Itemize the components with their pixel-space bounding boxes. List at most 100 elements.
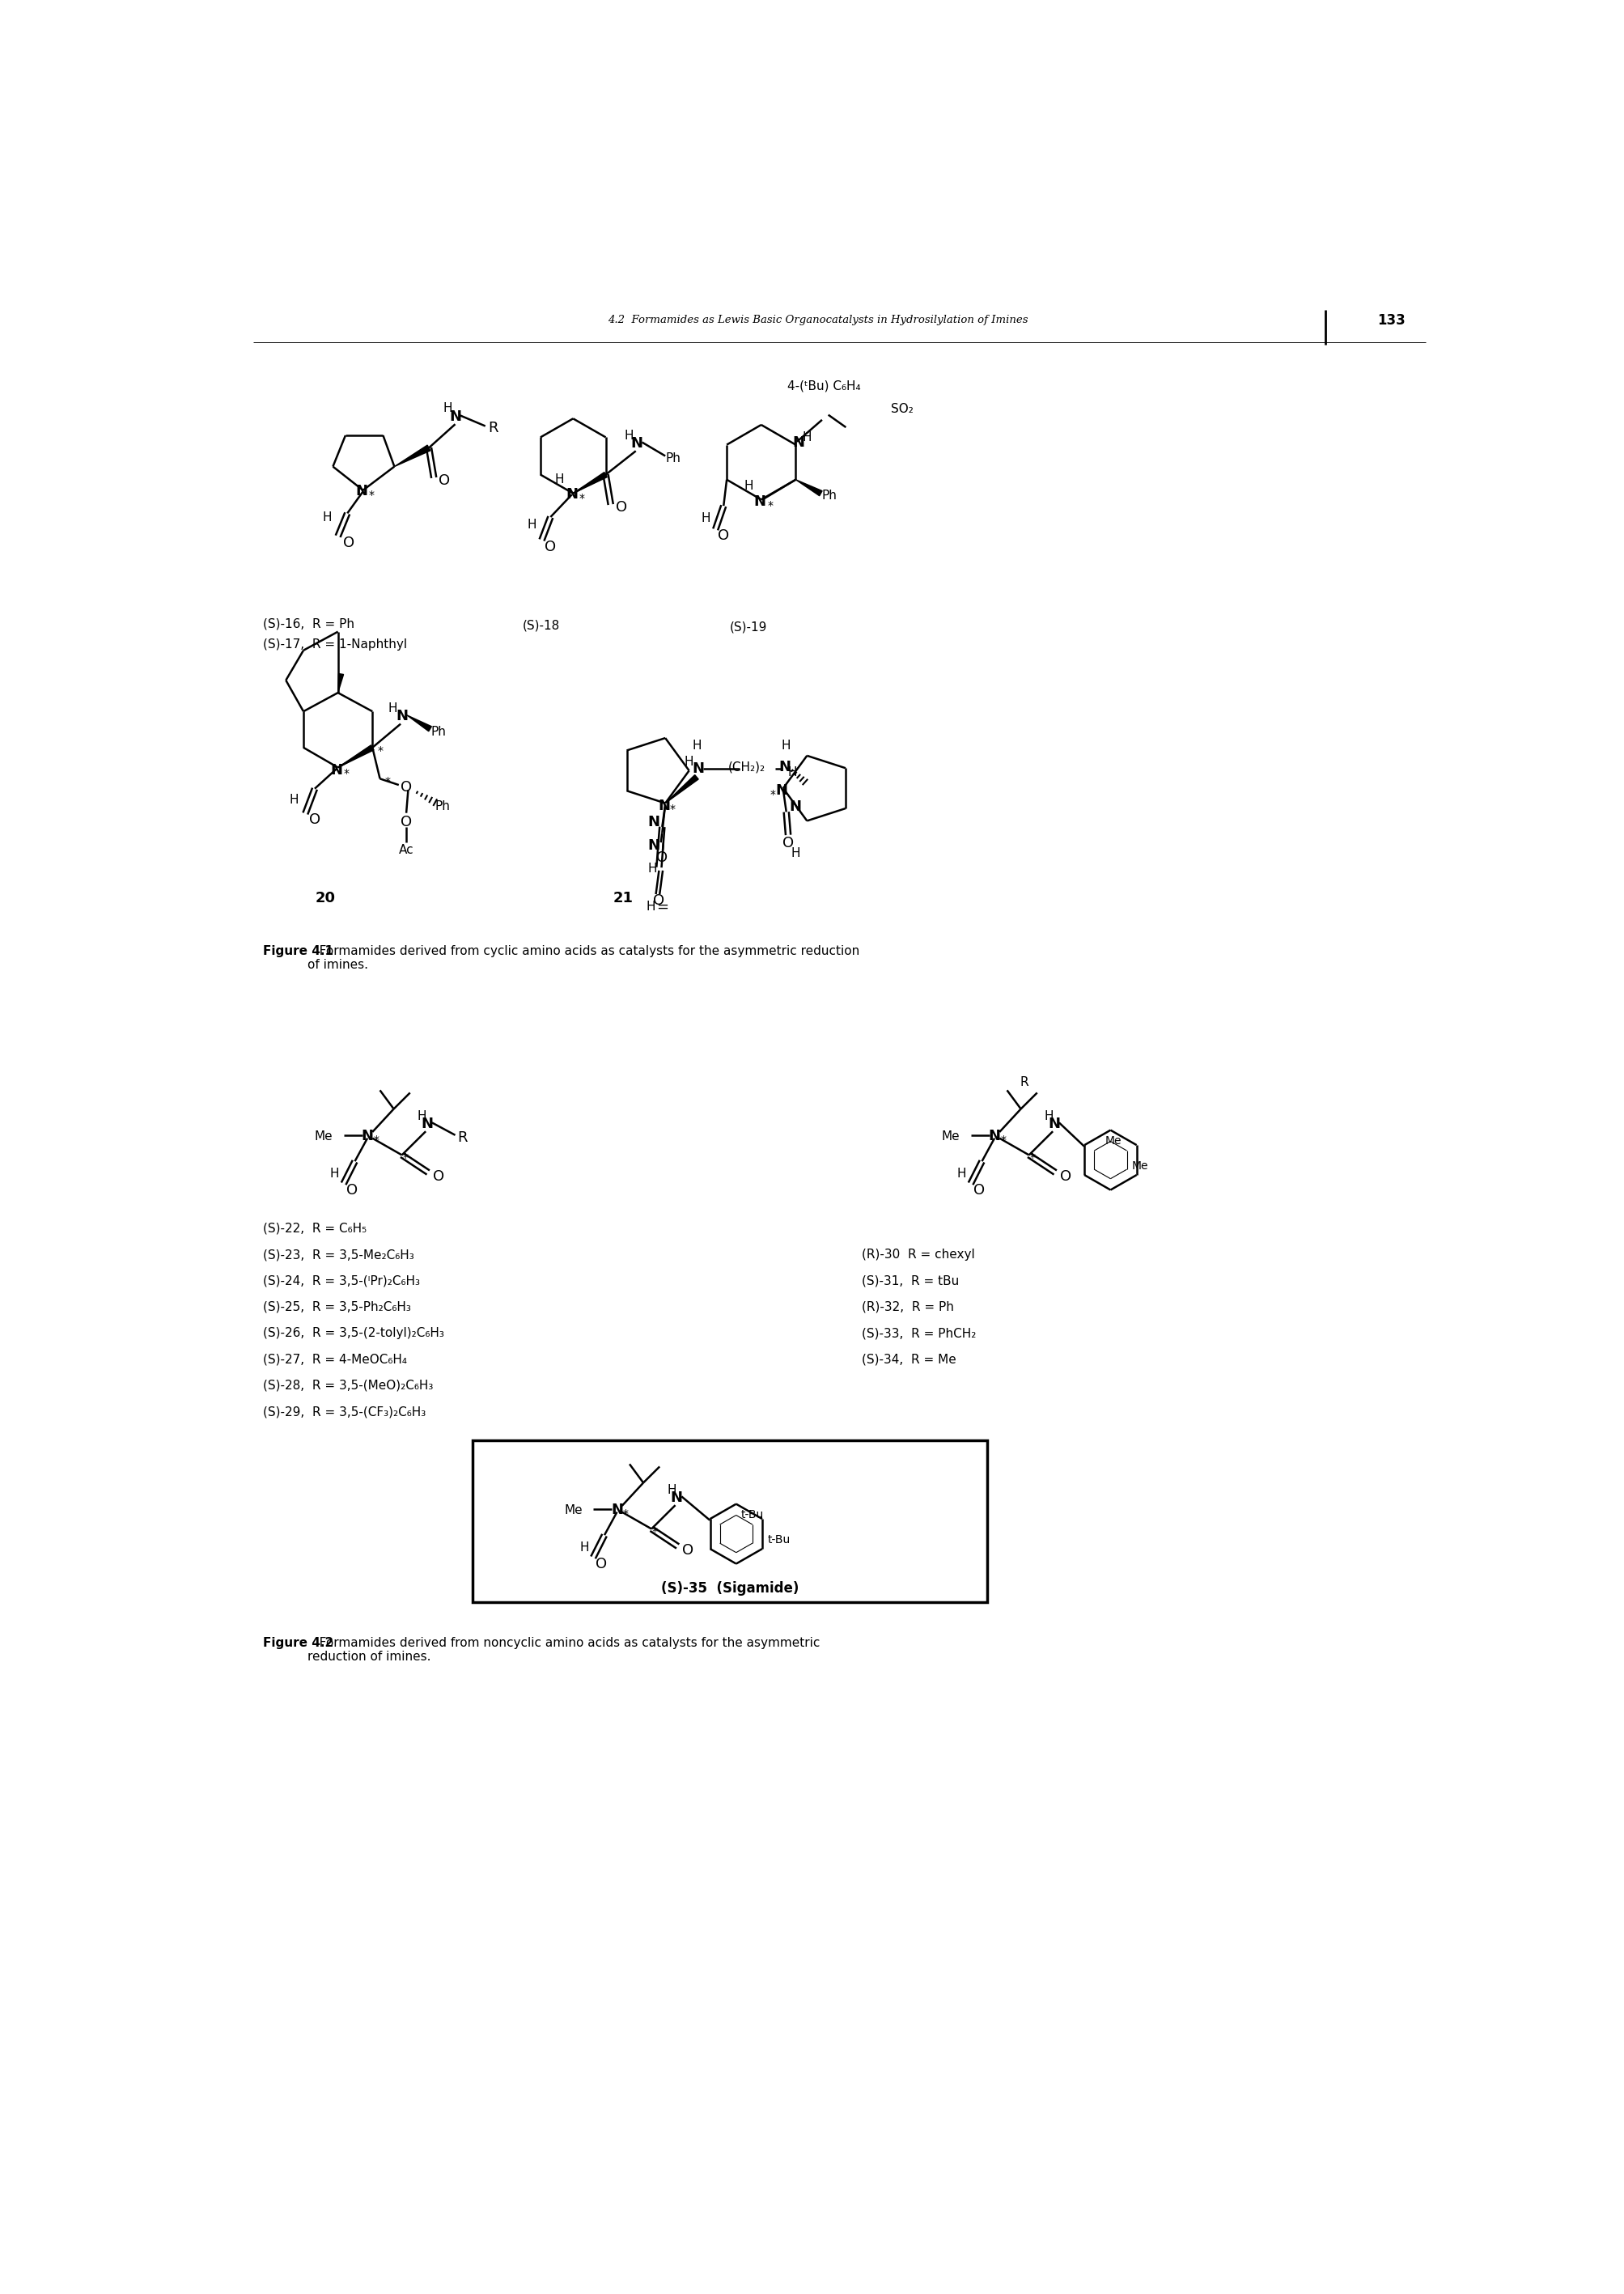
Text: 133: 133 bbox=[1377, 312, 1405, 328]
Text: O: O bbox=[401, 814, 412, 830]
Text: Me: Me bbox=[564, 1505, 583, 1516]
Text: O: O bbox=[309, 812, 320, 828]
Text: H: H bbox=[646, 902, 654, 913]
Text: O: O bbox=[432, 1170, 443, 1184]
Text: H: H bbox=[788, 766, 797, 778]
Text: N: N bbox=[692, 762, 703, 775]
Text: O: O bbox=[1059, 1170, 1070, 1184]
Text: 4.2  Formamides as Lewis Basic Organocatalysts in Hydrosilylation of Imines: 4.2 Formamides as Lewis Basic Organocata… bbox=[607, 314, 1028, 326]
Polygon shape bbox=[338, 746, 374, 768]
Text: H: H bbox=[289, 794, 299, 805]
Text: (S)-17,  R = 1-Naphthyl: (S)-17, R = 1-Naphthyl bbox=[263, 638, 406, 649]
Text: Ph: Ph bbox=[666, 452, 680, 463]
Text: (S)-33,  R = PhCH₂: (S)-33, R = PhCH₂ bbox=[861, 1328, 976, 1340]
Text: Me: Me bbox=[315, 1131, 333, 1142]
Text: Figure 4.2: Figure 4.2 bbox=[263, 1636, 333, 1649]
Text: N: N bbox=[776, 785, 788, 798]
Text: *: * bbox=[669, 803, 676, 814]
Text: (S)-31,  R = tBu: (S)-31, R = tBu bbox=[861, 1275, 958, 1287]
Text: Me: Me bbox=[1130, 1161, 1148, 1172]
Text: H: H bbox=[700, 512, 710, 525]
Text: H: H bbox=[744, 479, 754, 491]
Text: N: N bbox=[648, 814, 659, 828]
Text: O: O bbox=[596, 1558, 607, 1571]
Text: O: O bbox=[973, 1184, 984, 1197]
Text: O: O bbox=[438, 473, 450, 489]
Text: H: H bbox=[684, 757, 693, 768]
Text: O: O bbox=[343, 535, 354, 551]
Text: Ph: Ph bbox=[435, 801, 450, 812]
Text: (S)-26,  R = 3,5-(2-tolyl)₂C₆H₃: (S)-26, R = 3,5-(2-tolyl)₂C₆H₃ bbox=[263, 1328, 443, 1340]
Text: H: H bbox=[554, 473, 564, 486]
Text: H: H bbox=[443, 401, 453, 415]
Text: Ac: Ac bbox=[398, 844, 414, 856]
Text: N: N bbox=[646, 837, 659, 853]
Text: N: N bbox=[396, 709, 408, 723]
Text: N: N bbox=[1047, 1117, 1059, 1131]
Text: N: N bbox=[565, 486, 578, 502]
Polygon shape bbox=[406, 716, 432, 732]
Text: H: H bbox=[791, 846, 801, 860]
Text: O: O bbox=[653, 892, 664, 908]
Text: *: * bbox=[403, 1152, 408, 1163]
Text: (CH₂)₂: (CH₂)₂ bbox=[728, 762, 765, 773]
Text: N: N bbox=[754, 496, 765, 509]
Text: *: * bbox=[767, 500, 773, 512]
Text: (R)-30  R = chexyl: (R)-30 R = chexyl bbox=[861, 1248, 974, 1262]
Text: (S)-28,  R = 3,5-(MeO)₂C₆H₃: (S)-28, R = 3,5-(MeO)₂C₆H₃ bbox=[263, 1379, 432, 1392]
Text: N: N bbox=[987, 1129, 1000, 1145]
Text: H: H bbox=[388, 702, 398, 713]
Text: H: H bbox=[802, 431, 812, 443]
Text: H: H bbox=[330, 1168, 339, 1179]
Polygon shape bbox=[338, 674, 343, 693]
Text: R: R bbox=[1020, 1076, 1028, 1087]
Text: Me: Me bbox=[942, 1131, 960, 1142]
Text: (S)-35  (Sigamide): (S)-35 (Sigamide) bbox=[661, 1581, 799, 1597]
Text: *: * bbox=[1000, 1136, 1005, 1145]
Text: N: N bbox=[630, 436, 643, 452]
Text: H: H bbox=[957, 1168, 966, 1179]
Text: O: O bbox=[615, 500, 627, 514]
Text: Formamides derived from cyclic amino acids as catalysts for the asymmetric reduc: Formamides derived from cyclic amino aci… bbox=[307, 945, 859, 970]
Text: H: H bbox=[666, 1484, 676, 1496]
Text: O: O bbox=[656, 851, 667, 865]
Polygon shape bbox=[796, 479, 822, 496]
Text: H: H bbox=[692, 739, 702, 752]
Text: 20: 20 bbox=[315, 890, 335, 906]
Text: O: O bbox=[401, 780, 412, 794]
Text: (S)-25,  R = 3,5-Ph₂C₆H₃: (S)-25, R = 3,5-Ph₂C₆H₃ bbox=[263, 1301, 411, 1312]
Text: (S)-16,  R = Ph: (S)-16, R = Ph bbox=[263, 617, 354, 631]
Text: *: * bbox=[377, 746, 383, 757]
Text: N: N bbox=[356, 484, 367, 498]
Text: O: O bbox=[346, 1184, 357, 1197]
Text: (S)-22,  R = C₆H₅: (S)-22, R = C₆H₅ bbox=[263, 1223, 365, 1234]
Text: (S)-29,  R = 3,5-(CF₃)₂C₆H₃: (S)-29, R = 3,5-(CF₃)₂C₆H₃ bbox=[263, 1406, 425, 1418]
Text: N: N bbox=[330, 762, 343, 778]
Text: 4-(ᵗBu) C₆H₄: 4-(ᵗBu) C₆H₄ bbox=[788, 381, 861, 392]
Text: O: O bbox=[544, 539, 555, 555]
Text: N: N bbox=[448, 408, 461, 424]
Text: Ph: Ph bbox=[820, 491, 836, 502]
Text: =: = bbox=[656, 899, 667, 913]
Text: (S)-23,  R = 3,5-Me₂C₆H₃: (S)-23, R = 3,5-Me₂C₆H₃ bbox=[263, 1248, 414, 1262]
Text: (S)-27,  R = 4-MeOC₆H₄: (S)-27, R = 4-MeOC₆H₄ bbox=[263, 1353, 406, 1365]
Text: (S)-19: (S)-19 bbox=[729, 622, 767, 633]
Polygon shape bbox=[395, 445, 430, 466]
Text: *: * bbox=[1028, 1152, 1034, 1163]
Text: O: O bbox=[783, 835, 794, 851]
Text: *: * bbox=[770, 789, 776, 801]
Text: Me: Me bbox=[1104, 1136, 1122, 1147]
Text: *: * bbox=[344, 768, 349, 780]
Text: *: * bbox=[385, 775, 390, 787]
Text: t-Bu: t-Bu bbox=[741, 1509, 763, 1521]
Text: (R)-32,  R = Ph: (R)-32, R = Ph bbox=[861, 1301, 953, 1312]
Text: H: H bbox=[1044, 1110, 1054, 1122]
Text: H: H bbox=[417, 1110, 427, 1122]
Text: H: H bbox=[648, 863, 658, 874]
Text: *: * bbox=[578, 493, 585, 505]
Text: R: R bbox=[487, 420, 497, 436]
Text: *: * bbox=[369, 489, 375, 500]
Text: SO₂: SO₂ bbox=[890, 404, 913, 415]
Text: O: O bbox=[682, 1544, 693, 1558]
Text: *: * bbox=[651, 1526, 658, 1537]
